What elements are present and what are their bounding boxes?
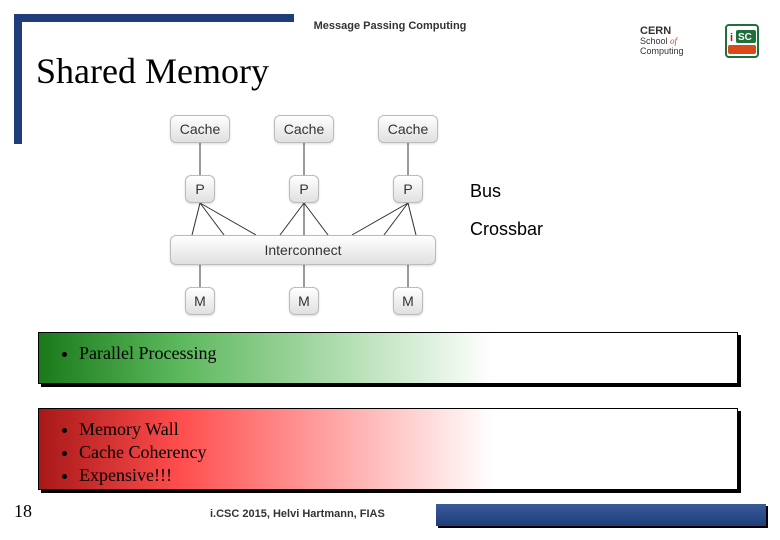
csc-logo-icon: i SC	[724, 23, 760, 59]
interconnect-node: Interconnect	[170, 235, 436, 265]
page-number: 18	[14, 501, 32, 522]
pros-list: Parallel Processing	[79, 343, 717, 364]
diagram-lines	[170, 115, 450, 315]
logo-text: CERN School of Computing	[640, 25, 720, 57]
slide-title: Shared Memory	[36, 50, 269, 92]
processor-node-2: P	[393, 175, 423, 203]
logo-line2: School of Computing	[640, 37, 720, 57]
processor-node-1: P	[289, 175, 319, 203]
cons-box: Memory Wall Cache Coherency Expensive!!!	[38, 408, 738, 490]
cons-item-1: Cache Coherency	[79, 442, 717, 463]
memory-node-1: M	[289, 287, 319, 315]
processor-node-0: P	[185, 175, 215, 203]
cache-node-1: Cache	[274, 115, 334, 143]
cache-node-0: Cache	[170, 115, 230, 143]
pros-box: Parallel Processing	[38, 332, 738, 384]
cern-logo: CERN School of Computing i SC	[640, 16, 760, 66]
memory-node-2: M	[393, 287, 423, 315]
cons-item-2: Expensive!!!	[79, 465, 717, 486]
pros-item-0: Parallel Processing	[79, 343, 717, 364]
footer-label: i.CSC 2015, Helvi Hartmann, FIAS	[210, 508, 385, 520]
memory-node-0: M	[185, 287, 215, 315]
architecture-diagram: Cache Cache Cache P P P Interconnect M M…	[170, 115, 590, 315]
cache-node-2: Cache	[378, 115, 438, 143]
svg-text:SC: SC	[738, 32, 752, 43]
side-label-crossbar: Crossbar	[470, 219, 543, 240]
cons-item-0: Memory Wall	[79, 419, 717, 440]
slide-border-left	[14, 14, 22, 144]
cons-list: Memory Wall Cache Coherency Expensive!!!	[79, 419, 717, 486]
side-label-bus: Bus	[470, 181, 501, 202]
svg-text:i: i	[730, 32, 733, 44]
footer-bar	[436, 504, 766, 526]
